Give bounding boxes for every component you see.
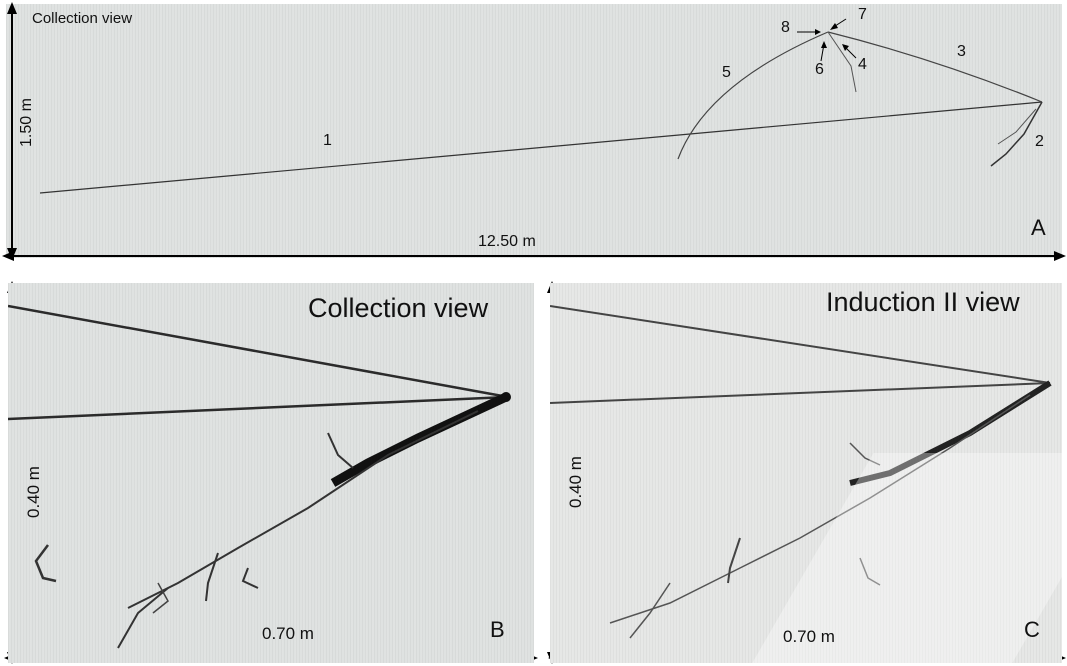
track-label-6: 6 [815,61,824,78]
panel-a-letter: A [1031,215,1046,240]
shower-branch-4 [629,582,671,639]
shower-core [849,380,1052,486]
shower-branch-3 [727,537,741,584]
track-4 [827,31,857,93]
track-label-3: 3 [957,43,966,60]
track-lower [550,382,1051,404]
panel-b-width-label: 0.70 m [262,624,314,643]
panel-c-tracks [550,305,1052,639]
track-3 [827,31,1043,103]
shower-fragment-1 [34,544,57,583]
track-upper [8,304,509,399]
track-label-2: 2 [1035,133,1044,150]
shower-fragment-2 [241,567,259,589]
shower-branch-3 [205,552,219,602]
track-lower [8,395,509,421]
panel-a-tracks [39,18,1043,194]
arrowhead-8 [815,29,821,35]
arrowhead-7 [830,23,838,30]
shower-fragment-1 [859,557,881,586]
event-display-panel-a [6,4,1062,258]
panel-c-letter: C [1024,617,1040,642]
panel-b-letter: B [490,617,505,642]
shower-branch-2 [849,442,881,466]
shower-2-branch [997,108,1037,145]
shower-branch-1 [127,410,479,609]
shower-core [330,392,508,487]
panel-b-title: Collection view [308,293,489,323]
arrowhead-4 [842,44,849,51]
panel-c-height-label: 0.40 m [566,456,585,508]
track-label-8: 8 [781,19,790,36]
arrowhead-6 [821,41,827,48]
track-upper [550,305,1051,384]
shower-branch-2 [327,432,354,469]
track-label-7: 7 [858,6,867,23]
shower-2 [990,101,1043,167]
panel-a-title: Collection view [32,10,133,27]
shower-branch-1 [609,394,1031,624]
shower-branch-4 [117,587,169,649]
panel-a-height-label: 1.50 m [18,98,35,147]
panel-c-title: Induction II view [826,287,1020,317]
shower-fragment-3 [152,582,169,614]
track-label-1: 1 [323,132,332,149]
panel-b-height-label: 0.40 m [24,466,43,518]
panel-b-tracks [8,304,511,649]
event-display-panel-b [8,283,534,663]
track-label-4: 4 [858,56,867,73]
track-1 [39,101,1043,194]
panel-c-width-label: 0.70 m [783,627,835,646]
track-5 [677,31,829,160]
track-label-5: 5 [722,64,731,81]
event-display-panel-c [550,283,1062,663]
panel-a-width-label: 12.50 m [478,233,536,250]
